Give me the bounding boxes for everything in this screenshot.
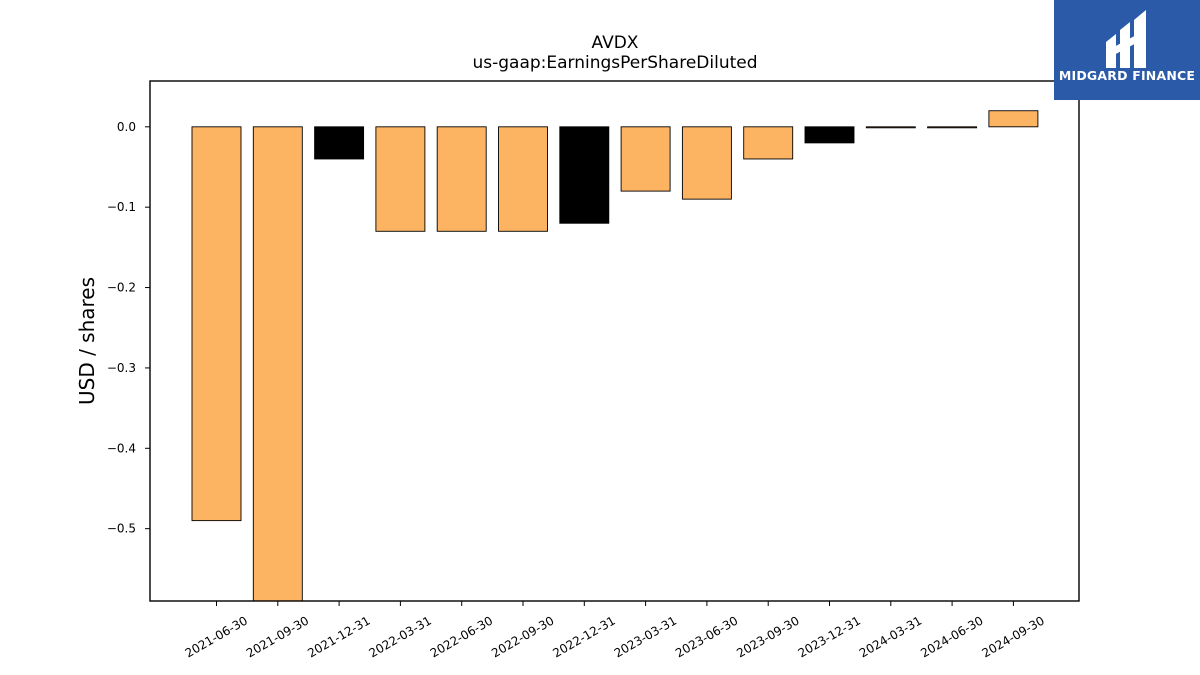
bar-2021-06-30 [191,126,242,522]
bar-2024-03-31 [865,126,916,129]
x-tick-label: 2023-03-31 [612,613,679,660]
x-axis: 2021-06-302021-09-302021-12-312022-03-31… [183,601,1047,660]
y-tick-label: 0.0 [117,120,136,134]
y-tick-label: −0.1 [107,200,136,214]
y-tick-label: −0.3 [107,361,136,375]
x-tick-label: 2022-09-30 [489,613,556,660]
x-tick-label: 2023-09-30 [734,613,801,660]
x-tick-label: 2021-12-31 [305,613,372,660]
logo-text: MIDGARD FINANCE [1058,68,1196,83]
chart-title: AVDX [592,33,639,53]
x-tick-label: 2022-06-30 [428,613,495,660]
x-tick-label: 2024-06-30 [918,613,985,660]
bar-2023-12-31 [804,126,855,144]
bar-2021-09-30 [252,126,303,602]
y-axis: 0.0 −0.1 −0.2 −0.3 −0.4 −0.5 [107,120,150,536]
bar-2024-06-30 [927,126,978,129]
x-tick-label: 2021-06-30 [183,613,250,660]
x-tick-label: 2021-09-30 [244,613,311,660]
x-tick-label: 2024-09-30 [979,613,1046,660]
x-tick-label: 2023-12-31 [796,613,863,660]
bars-group [191,110,1039,602]
x-tick-label: 2022-12-31 [550,613,617,660]
bar-2022-12-31 [559,126,610,224]
bar-2021-12-31 [314,126,365,160]
y-tick-label: −0.2 [107,281,136,295]
x-tick-label: 2022-03-31 [366,613,433,660]
y-tick-label: −0.4 [107,441,136,455]
x-tick-label: 2023-06-30 [673,613,740,660]
y-axis-label: USD / shares [75,277,99,405]
bar-2022-03-31 [375,126,426,232]
chart-subtitle: us-gaap:EarningsPerShareDiluted [472,53,757,73]
bar-2022-06-30 [436,126,487,232]
bar-2023-03-31 [620,126,671,192]
bar-2023-06-30 [681,126,732,200]
bar-2022-09-30 [498,126,548,232]
bar-2024-09-30 [988,110,1039,128]
y-tick-label: −0.5 [107,522,136,536]
logo-mark-icon [1106,10,1146,68]
bar-2023-09-30 [743,126,794,160]
x-tick-label: 2024-03-31 [857,613,924,660]
midgard-finance-logo: MIDGARD FINANCE [1054,0,1200,100]
plot-frame [149,80,1080,602]
